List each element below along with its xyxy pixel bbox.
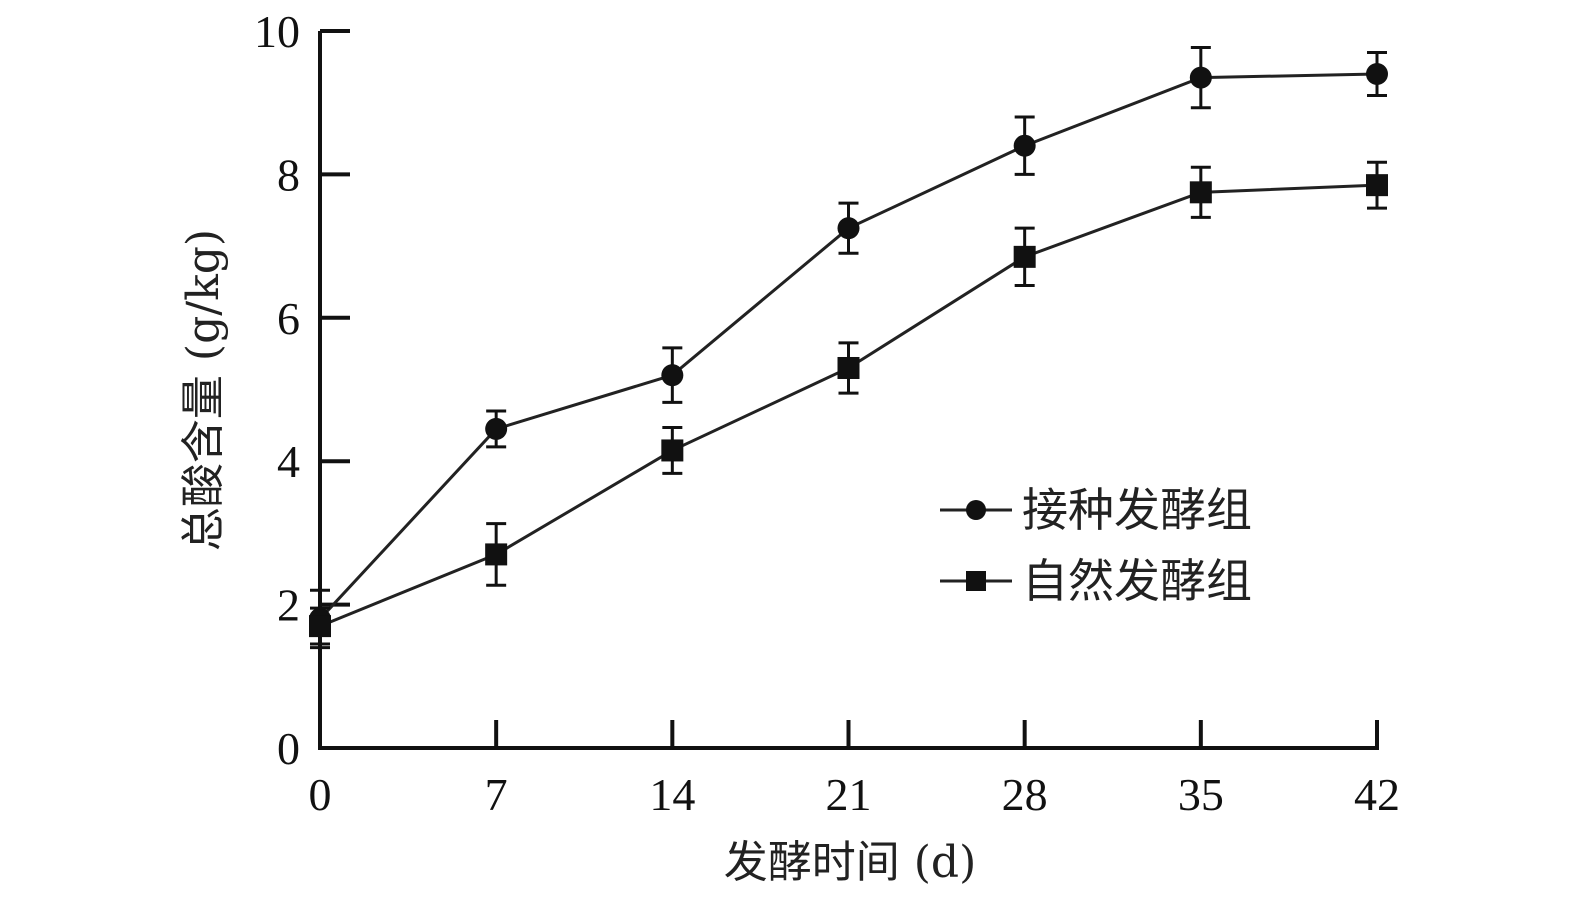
x-tick-label: 7 [485, 769, 508, 820]
y-tick-label: 10 [254, 6, 300, 57]
y-tick-label: 8 [277, 149, 300, 200]
plot-area: 0 2 4 6 8 10 0 7 14 21 28 35 42 [254, 6, 1400, 820]
legend-square-marker-icon [966, 571, 986, 591]
data-point-circle [485, 417, 508, 440]
legend-label-natural: 自然发酵组 [1022, 554, 1252, 608]
data-point-square [485, 543, 508, 566]
data-point-square [309, 615, 331, 638]
data-point-square [1013, 245, 1036, 268]
data-point-circle [1013, 134, 1036, 157]
legend-circle-marker-icon [966, 500, 986, 520]
data-point-circle [837, 217, 860, 240]
data-point-circle [1366, 63, 1388, 86]
legend: 接种发酵组 自然发酵组 [940, 483, 1252, 608]
legend-item-inoculated: 接种发酵组 [940, 483, 1252, 537]
data-point-circle [661, 364, 684, 387]
data-point-square [1366, 174, 1388, 197]
data-point-square [1189, 181, 1212, 204]
x-tick-label: 42 [1354, 769, 1400, 820]
y-tick-label: 4 [277, 436, 300, 487]
y-tick-label: 6 [277, 293, 300, 344]
x-tick-label: 21 [826, 769, 872, 820]
x-tick-label: 0 [309, 769, 332, 820]
legend-item-natural: 自然发酵组 [940, 554, 1252, 608]
legend-label-inoculated: 接种发酵组 [1022, 483, 1252, 537]
x-tick-label: 28 [1002, 769, 1048, 820]
y-axis-title: 总酸含量 (g/kg) [178, 229, 229, 551]
data-point-square [661, 439, 684, 462]
data-point-circle [1189, 66, 1212, 89]
y-tick-label: 2 [277, 580, 300, 631]
x-tick-label: 14 [649, 769, 695, 820]
x-axis-title: 发酵时间 (d) [724, 837, 976, 888]
data-point-square [837, 356, 860, 379]
y-tick-label: 0 [277, 723, 300, 774]
x-tick-label: 35 [1178, 769, 1224, 820]
